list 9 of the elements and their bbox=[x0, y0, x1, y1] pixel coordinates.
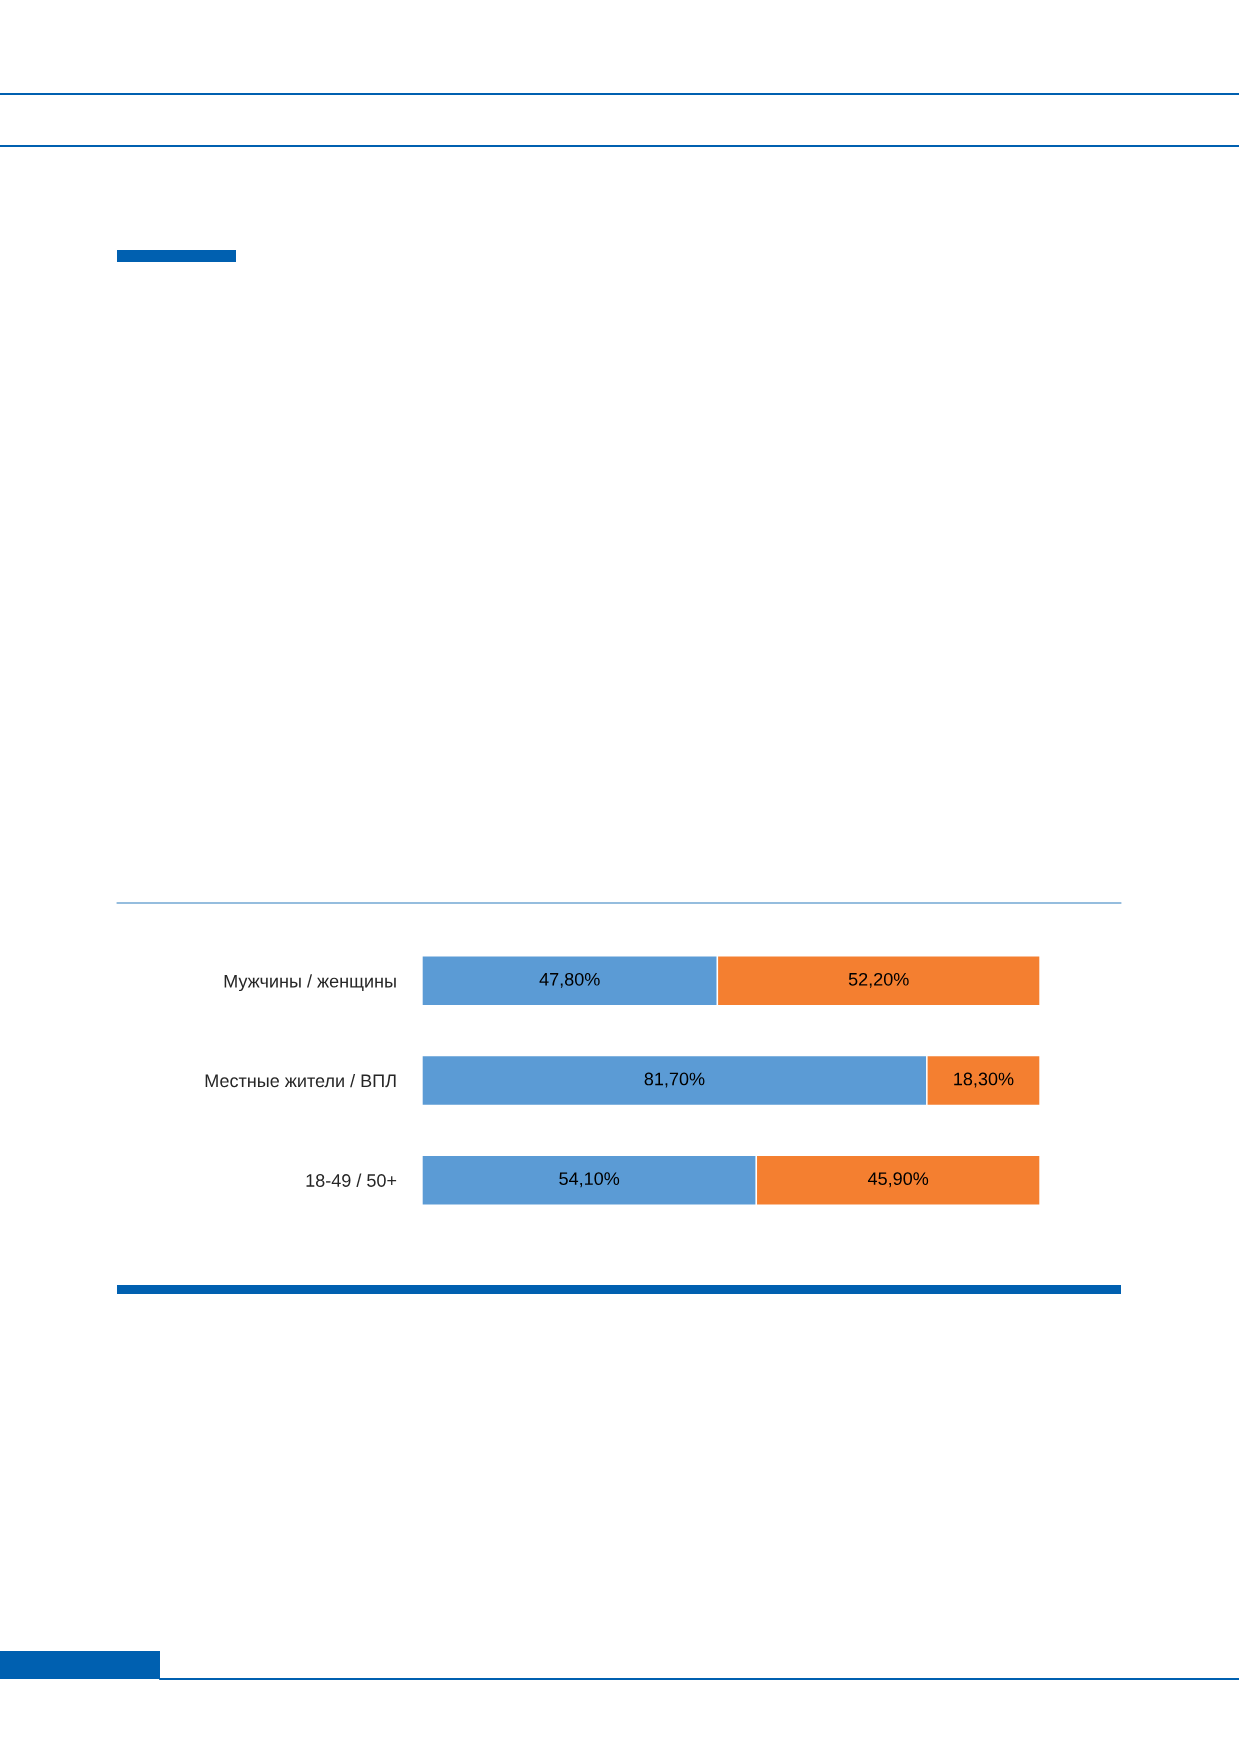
data-label: 81,70% bbox=[644, 1072, 705, 1088]
data-label: 45,90% bbox=[867, 1172, 929, 1188]
y-tick-label: Мужчины / женщины bbox=[224, 974, 396, 992]
y-tick-label: Местные жители / ВПЛ bbox=[205, 1073, 396, 1088]
data-label: 54,10% bbox=[559, 1172, 620, 1188]
y-tick-label: 18-49 / 50+ bbox=[306, 1173, 397, 1187]
data-label: 47,80% bbox=[539, 972, 600, 988]
data-label: 18,30% bbox=[954, 1072, 1014, 1088]
data-label: 52,20% bbox=[848, 972, 909, 988]
